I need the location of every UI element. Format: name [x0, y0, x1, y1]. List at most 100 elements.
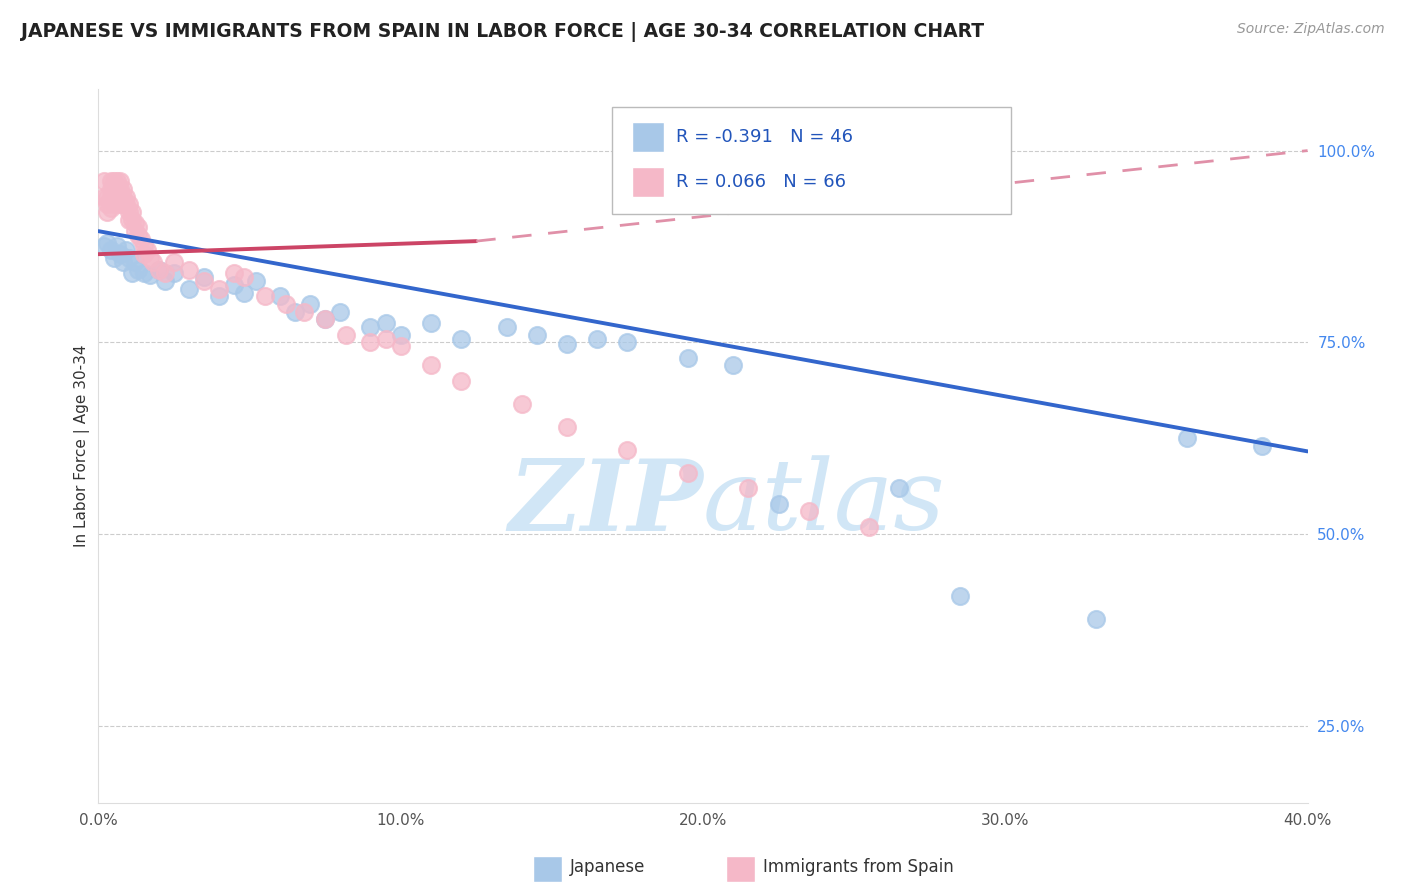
Point — [103, 197, 125, 211]
FancyBboxPatch shape — [613, 107, 1011, 214]
Point — [118, 197, 141, 211]
Point — [495, 320, 517, 334]
Point — [314, 312, 336, 326]
Point — [103, 189, 125, 203]
Point — [232, 285, 254, 300]
Text: atlas: atlas — [703, 456, 946, 550]
Point — [96, 189, 118, 203]
Point — [127, 227, 149, 242]
Point — [616, 335, 638, 350]
Point — [586, 332, 609, 346]
Y-axis label: In Labor Force | Age 30-34: In Labor Force | Age 30-34 — [75, 344, 90, 548]
Point — [858, 519, 880, 533]
Point — [555, 419, 578, 434]
Point — [153, 266, 176, 280]
Point — [111, 189, 134, 203]
Point — [360, 320, 382, 334]
Point — [193, 274, 215, 288]
Point — [374, 316, 396, 330]
Text: Japanese: Japanese — [569, 858, 645, 876]
Point — [127, 262, 149, 277]
Point — [232, 270, 254, 285]
Point — [121, 266, 143, 280]
Point — [224, 266, 246, 280]
Point — [96, 197, 118, 211]
Point — [121, 205, 143, 219]
Point — [269, 289, 291, 303]
Point — [329, 304, 352, 318]
Point — [111, 182, 134, 196]
Point — [124, 224, 146, 238]
Point — [450, 332, 472, 346]
Point — [284, 304, 307, 318]
Point — [103, 182, 125, 196]
Point — [245, 274, 267, 288]
Point — [93, 189, 115, 203]
Point — [121, 212, 143, 227]
FancyBboxPatch shape — [631, 122, 664, 152]
Point — [1085, 612, 1108, 626]
Point — [616, 442, 638, 457]
Text: Immigrants from Spain: Immigrants from Spain — [763, 858, 955, 876]
Point — [676, 351, 699, 365]
Point — [153, 274, 176, 288]
Text: Source: ZipAtlas.com: Source: ZipAtlas.com — [1237, 22, 1385, 37]
Point — [274, 297, 297, 311]
Point — [737, 481, 759, 495]
Point — [124, 217, 146, 231]
Point — [224, 277, 246, 292]
Point — [314, 312, 336, 326]
Text: ZIP: ZIP — [508, 455, 703, 551]
Point — [118, 251, 141, 265]
Point — [124, 255, 146, 269]
Point — [374, 332, 396, 346]
Point — [114, 244, 136, 258]
Point — [132, 239, 155, 253]
Point — [108, 247, 131, 261]
Text: R = 0.066   N = 66: R = 0.066 N = 66 — [676, 173, 846, 191]
Point — [510, 397, 533, 411]
Point — [93, 174, 115, 188]
Point — [100, 201, 122, 215]
Point — [132, 266, 155, 280]
Point — [163, 255, 186, 269]
Point — [292, 304, 315, 318]
Point — [103, 174, 125, 188]
FancyBboxPatch shape — [631, 167, 664, 197]
Point — [111, 197, 134, 211]
Point — [96, 205, 118, 219]
Point — [108, 174, 131, 188]
Point — [889, 481, 911, 495]
Point — [111, 255, 134, 269]
Point — [253, 289, 276, 303]
Point — [1251, 439, 1274, 453]
Point — [768, 497, 790, 511]
Point — [129, 232, 152, 246]
Point — [105, 189, 128, 203]
Point — [118, 205, 141, 219]
Point — [105, 174, 128, 188]
Point — [127, 220, 149, 235]
Point — [179, 262, 201, 277]
Point — [179, 282, 201, 296]
Point — [193, 270, 215, 285]
Point — [100, 174, 122, 188]
Point — [163, 266, 186, 280]
Point — [100, 182, 122, 196]
Text: R = -0.391   N = 46: R = -0.391 N = 46 — [676, 128, 853, 146]
Point — [100, 189, 122, 203]
Point — [965, 144, 987, 158]
Point — [949, 589, 972, 603]
Point — [139, 268, 162, 282]
Point — [208, 289, 231, 303]
Point — [723, 359, 745, 373]
FancyBboxPatch shape — [725, 855, 755, 882]
Point — [114, 197, 136, 211]
Point — [335, 327, 357, 342]
Point — [148, 262, 170, 277]
Point — [450, 374, 472, 388]
Point — [299, 297, 322, 311]
Point — [676, 466, 699, 480]
Point — [420, 359, 443, 373]
Point — [389, 339, 412, 353]
